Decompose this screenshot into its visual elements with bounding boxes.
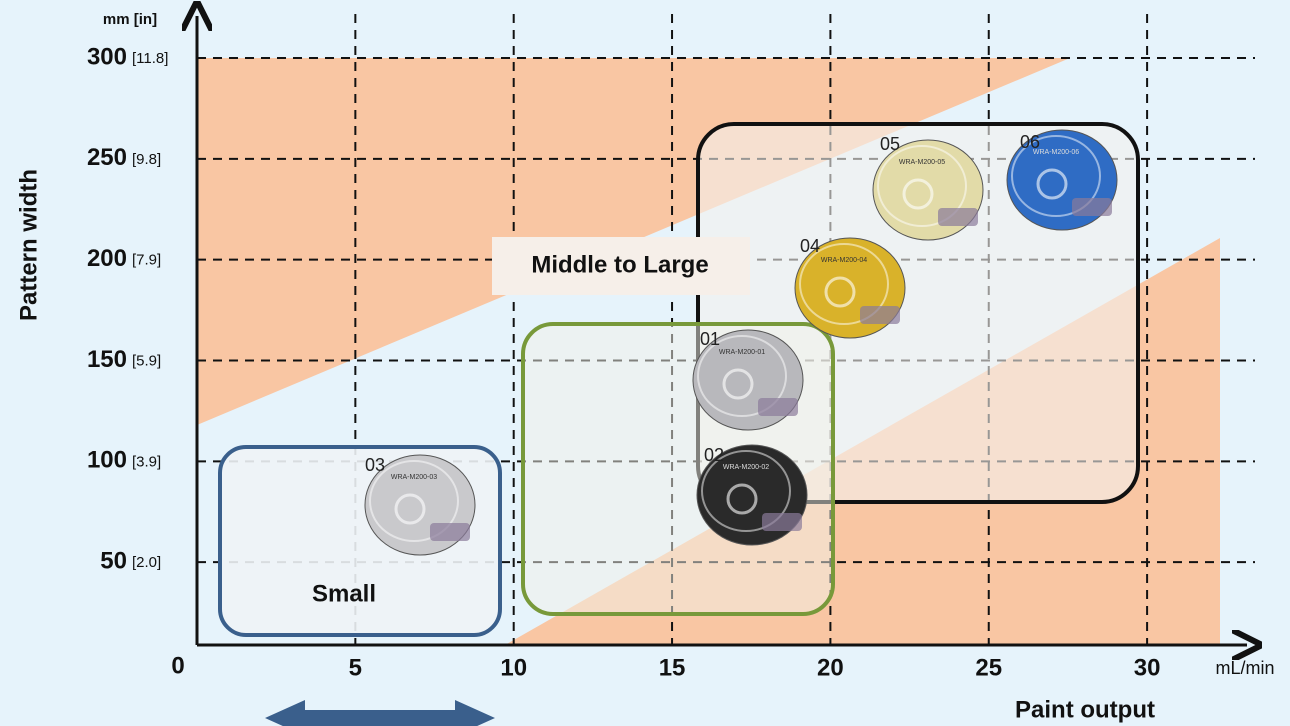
region-label: Middle to Large <box>531 251 708 278</box>
nozzle-label: 05 <box>880 134 900 154</box>
nozzle-label: 03 <box>365 455 385 475</box>
nozzle-model: WRA-M200-04 <box>821 257 867 264</box>
nozzle-face <box>369 460 459 542</box>
y-tick-label-in: [3.9] <box>132 453 161 470</box>
nozzle-tab <box>938 208 978 226</box>
nozzle-tab <box>860 306 900 324</box>
nozzle-label: 06 <box>1020 132 1040 152</box>
x-tick-label: 25 <box>975 654 1002 681</box>
nozzle-face <box>799 243 889 325</box>
nozzle-label: 01 <box>700 329 720 349</box>
y-tick-label-in: [2.0] <box>132 554 161 571</box>
y-tick-label: 100 <box>87 447 127 474</box>
nozzle-hole <box>902 178 934 210</box>
region-label-bg <box>492 237 750 295</box>
nozzle-hole <box>394 493 426 525</box>
y-tick-label-in: [5.9] <box>132 352 161 369</box>
nozzle-tab <box>758 398 798 416</box>
nozzle-model: WRA-M200-02 <box>723 464 769 471</box>
y-title: Pattern width <box>15 169 42 321</box>
y-tick-label-in: [7.9] <box>132 252 161 269</box>
nozzle-model: WRA-M200-05 <box>899 159 945 166</box>
x-tick-label: 20 <box>817 654 844 681</box>
y-tick-label: 200 <box>87 245 127 272</box>
y-tick-label: 50 <box>100 548 127 575</box>
nozzle-face <box>701 450 791 532</box>
y-unit: mm [in] <box>103 11 157 28</box>
nozzle-hole <box>824 276 856 308</box>
x-tick-label: 30 <box>1134 654 1161 681</box>
x-tick-label: 5 <box>349 654 362 681</box>
y-tick-label: 300 <box>87 43 127 70</box>
nozzle-tab <box>430 523 470 541</box>
nozzle-label: 04 <box>800 236 820 256</box>
x-tick-label: 15 <box>659 654 686 681</box>
nozzle: WRA-M200-05 05 <box>872 134 984 241</box>
y-tick-label-in: [11.8] <box>132 50 168 67</box>
y-tick-label: 250 <box>87 144 127 171</box>
nozzle-model: WRA-M200-06 <box>1033 149 1079 156</box>
region-label: Small <box>312 580 376 607</box>
nozzle-face <box>877 145 967 227</box>
nozzles: WRA-M200-0303WRA-M200-0101WRA-M200-0202W… <box>364 129 1118 556</box>
nozzle-tab <box>762 513 802 531</box>
x-title: Paint output <box>1015 696 1155 723</box>
range-arrow <box>265 700 495 726</box>
x-tick-label: 10 <box>500 654 527 681</box>
x-unit: mL/min <box>1215 658 1274 678</box>
nozzle-model: WRA-M200-03 <box>391 474 437 481</box>
nozzle-hole <box>722 368 754 400</box>
nozzle-hole <box>726 483 758 515</box>
nozzle-tab <box>1072 198 1112 216</box>
nozzle-model: WRA-M200-01 <box>719 349 765 356</box>
origin-label: 0 <box>171 652 184 679</box>
nozzle-hole <box>1036 168 1068 200</box>
y-tick-label-in: [9.8] <box>132 151 161 168</box>
nozzle: WRA-M200-03 03 <box>364 454 476 556</box>
nozzle-label: 02 <box>704 445 724 465</box>
y-tick-label: 150 <box>87 346 127 373</box>
nozzle-face <box>1011 135 1101 217</box>
nozzle-face <box>697 335 787 417</box>
